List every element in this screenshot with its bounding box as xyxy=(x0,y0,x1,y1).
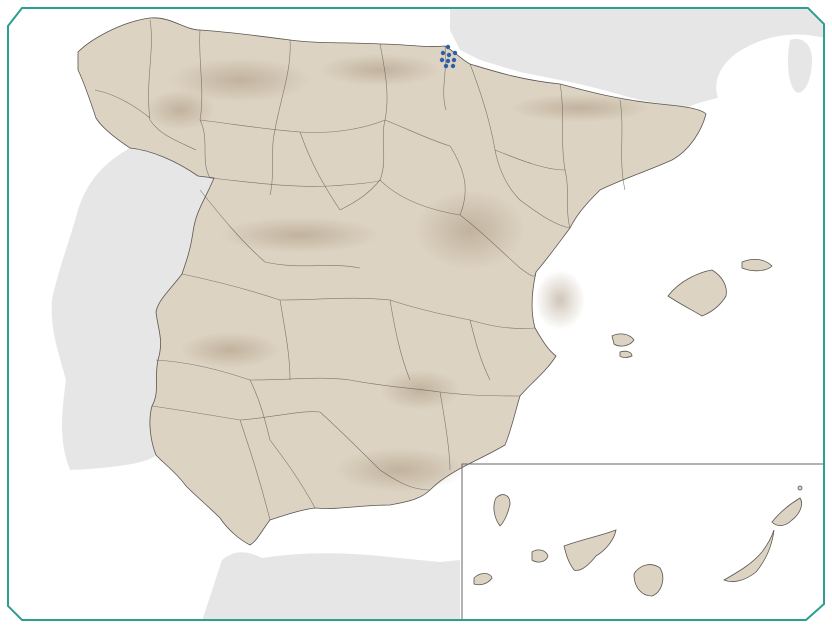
canary-islands-inset xyxy=(461,463,824,620)
el-hierro-shape xyxy=(473,573,493,586)
ibiza-shape xyxy=(611,333,635,347)
gran-canaria-shape xyxy=(633,564,664,597)
corsica-landmass xyxy=(788,38,812,93)
tenerife-shape xyxy=(563,529,617,571)
mallorca-shape xyxy=(667,269,727,317)
province-borders xyxy=(94,19,626,521)
location-marker-cluster[interactable] xyxy=(439,44,458,69)
location-marker[interactable] xyxy=(440,50,446,56)
spain-mainland-shape xyxy=(77,17,707,546)
france-landmass xyxy=(450,8,824,108)
location-marker[interactable] xyxy=(439,57,445,63)
location-marker[interactable] xyxy=(445,58,451,64)
location-marker[interactable] xyxy=(452,50,458,56)
la-gomera-shape xyxy=(531,549,549,563)
morocco-landmass xyxy=(200,552,460,620)
spain-mainland xyxy=(77,17,707,546)
lanzarote-shape xyxy=(771,497,802,526)
fuerteventura-shape xyxy=(723,529,775,582)
location-marker[interactable] xyxy=(451,57,457,63)
location-marker[interactable] xyxy=(443,63,449,69)
location-marker[interactable] xyxy=(450,63,456,69)
la-palma-shape xyxy=(493,494,511,527)
inset-frame xyxy=(461,463,824,620)
portugal-landmass xyxy=(51,148,214,470)
location-marker[interactable] xyxy=(446,52,452,58)
location-marker[interactable] xyxy=(445,44,451,50)
formentera-shape xyxy=(619,350,633,358)
balearic-islands xyxy=(611,258,773,358)
map-frame xyxy=(7,7,825,621)
islet-shape xyxy=(797,485,803,491)
menorca-shape xyxy=(741,258,773,272)
